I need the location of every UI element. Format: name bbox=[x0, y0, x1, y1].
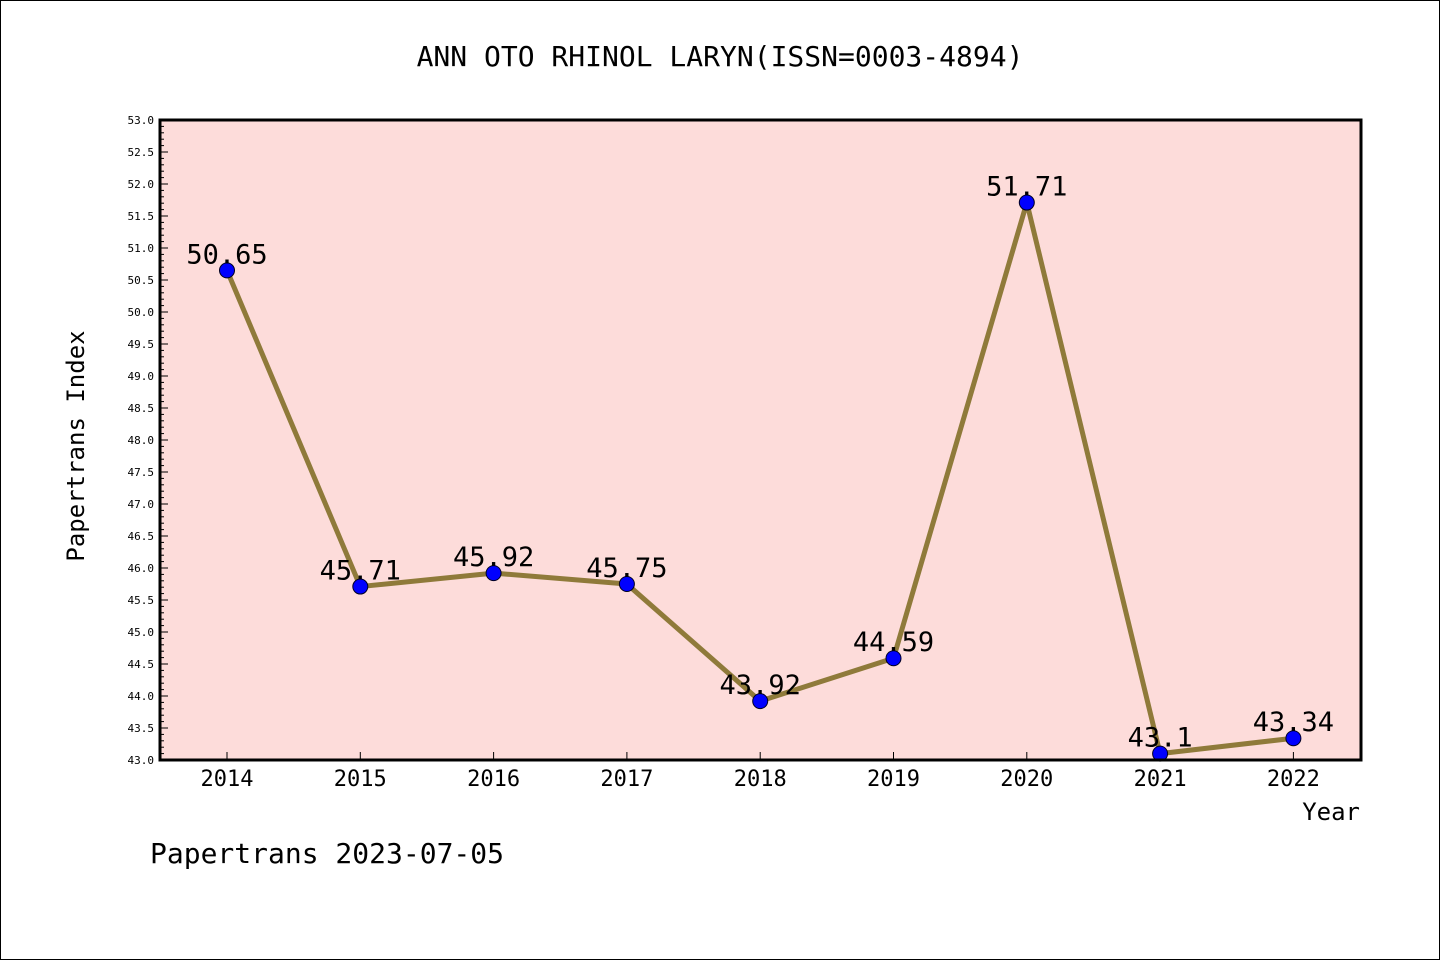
data-point bbox=[752, 693, 769, 710]
x-tick-label: 2016 bbox=[467, 767, 520, 792]
y-tick-label: 51.5 bbox=[128, 210, 155, 223]
data-label: 51.71 bbox=[986, 172, 1067, 203]
y-tick-label: 49.5 bbox=[128, 338, 155, 351]
data-label: 45.75 bbox=[586, 553, 667, 584]
x-axis-label: Year bbox=[1302, 798, 1360, 826]
data-point bbox=[219, 262, 235, 279]
y-tick-label: 43.5 bbox=[128, 722, 155, 735]
y-tick-label: 45.0 bbox=[128, 626, 155, 639]
data-label: 43.34 bbox=[1253, 707, 1334, 738]
data-point bbox=[1018, 194, 1035, 211]
data-point bbox=[885, 650, 902, 667]
y-tick-label: 49.0 bbox=[128, 370, 155, 383]
y-tick-label: 43.0 bbox=[128, 754, 155, 767]
chart-title: ANN OTO RHINOL LARYN(ISSN=0003-4894) bbox=[417, 40, 1024, 73]
x-tick-label: 2019 bbox=[867, 767, 920, 792]
x-tick-label: 2022 bbox=[1267, 767, 1320, 792]
x-tick-label: 2017 bbox=[600, 767, 653, 792]
plot-area bbox=[160, 120, 1361, 760]
y-tick-label: 46.5 bbox=[128, 530, 155, 543]
data-label: 43.92 bbox=[720, 670, 801, 701]
data-label: 45.92 bbox=[453, 542, 534, 573]
data-label: 50.65 bbox=[186, 239, 267, 270]
x-tick-label: 2021 bbox=[1134, 767, 1187, 792]
y-tick-label: 50.0 bbox=[128, 306, 155, 319]
data-label: 43.1 bbox=[1128, 723, 1193, 754]
footer-text: Papertrans 2023-07-05 bbox=[150, 837, 504, 870]
data-point bbox=[485, 565, 502, 582]
plot-border bbox=[158, 118, 1363, 762]
series-layer: 50.65 45.71 45.92 45.75 43.92 44.59 51.71 43.1 4… bbox=[186, 172, 1334, 762]
x-tick-label: 2020 bbox=[1000, 767, 1053, 792]
y-tick-label: 52.5 bbox=[128, 146, 155, 159]
y-tick-label: 48.0 bbox=[128, 434, 155, 447]
data-point bbox=[1285, 730, 1302, 747]
data-point bbox=[352, 578, 369, 595]
data-label: 44.59 bbox=[853, 627, 934, 658]
y-tick-label: 53.0 bbox=[128, 114, 155, 127]
y-axis-label: Papertrans Index bbox=[62, 330, 90, 561]
y-tick-label: 50.5 bbox=[128, 274, 155, 287]
y-tick-label: 45.5 bbox=[128, 594, 155, 607]
y-tick-label: 52.0 bbox=[128, 178, 155, 191]
x-tick-label: 2014 bbox=[201, 767, 254, 792]
data-point bbox=[618, 576, 635, 592]
data-label: 45.71 bbox=[320, 556, 401, 587]
y-tick-label: 44.0 bbox=[128, 690, 155, 703]
y-tick-label: 44.5 bbox=[128, 658, 155, 671]
y-tick-label: 48.5 bbox=[128, 402, 155, 415]
y-tick-label: 47.0 bbox=[128, 498, 155, 511]
x-tick-label: 2015 bbox=[334, 767, 387, 792]
x-tick-label: 2018 bbox=[734, 767, 787, 792]
y-tick-label: 51.0 bbox=[128, 242, 155, 255]
y-tick-label: 46.0 bbox=[128, 562, 155, 575]
x-axis-ticks: 2014 2015 2016 2017 2018 2019 2020 2021 2022 bbox=[201, 752, 1320, 792]
y-tick-label: 47.5 bbox=[128, 466, 155, 479]
